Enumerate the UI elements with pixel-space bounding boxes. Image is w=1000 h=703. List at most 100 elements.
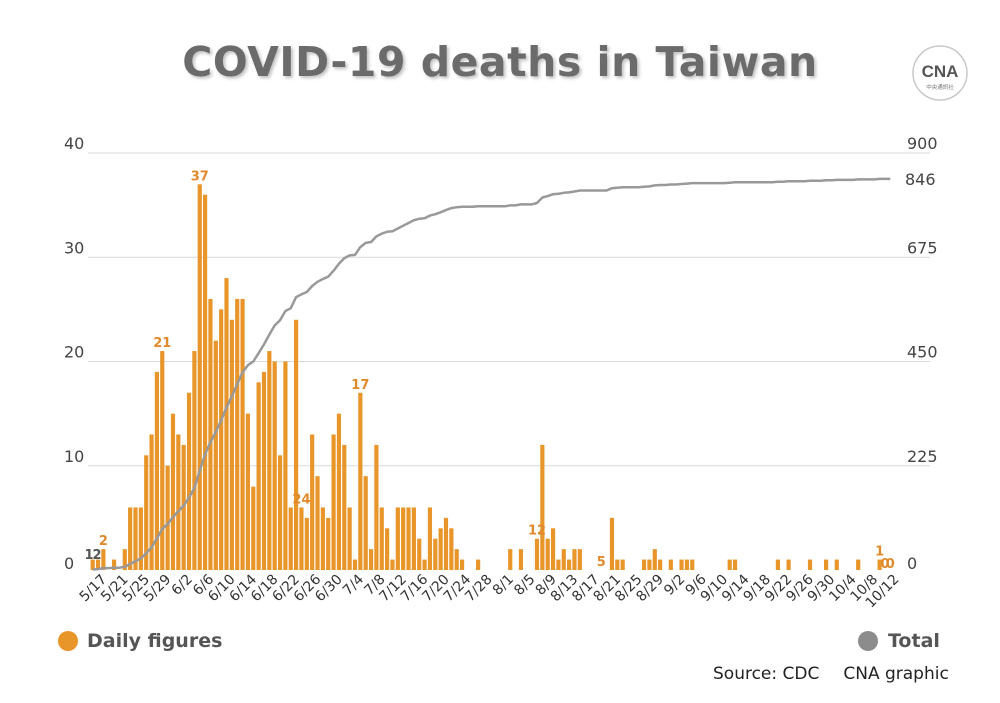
daily-bars	[90, 184, 882, 570]
x-axis: 5/175/215/255/296/26/66/106/146/186/226/…	[77, 571, 903, 611]
daily-bar	[358, 392, 363, 570]
daily-bar	[229, 319, 234, 570]
daily-bar	[347, 507, 352, 570]
left-tick-label: 40	[64, 134, 84, 153]
legend-daily-label: Daily figures	[87, 630, 223, 652]
daily-bar	[101, 549, 106, 570]
daily-bar	[240, 298, 245, 570]
cna-logo-icon: CNA 中央通訊社	[912, 45, 968, 101]
daily-bar	[342, 444, 347, 570]
daily-bar	[658, 559, 663, 570]
daily-bar	[561, 549, 566, 570]
daily-bar	[122, 549, 127, 570]
right-tick-label: 0	[907, 554, 917, 573]
daily-bar	[272, 361, 277, 570]
daily-bar	[336, 413, 342, 570]
cna-logo-subtext: 中央通訊社	[926, 83, 954, 91]
daily-bar	[652, 549, 657, 570]
daily-bar	[283, 361, 288, 570]
daily-bar	[192, 351, 197, 570]
daily-bar	[572, 549, 577, 570]
daily-bar	[208, 298, 213, 570]
source-line: Source: CDC CNA graphic	[713, 664, 949, 684]
daily-bar	[556, 559, 561, 570]
bar-value-label: 1	[875, 545, 884, 560]
daily-bar	[567, 559, 572, 570]
daily-bar	[834, 559, 839, 570]
legend-total: Total	[858, 628, 940, 654]
daily-bar	[144, 455, 149, 570]
right-tick-label: 450	[907, 343, 938, 362]
daily-bar	[732, 559, 738, 570]
right-tick-label: 225	[907, 447, 938, 466]
cna-logo-text: CNA	[922, 62, 959, 81]
daily-bar	[379, 507, 384, 570]
daily-bar	[786, 559, 791, 570]
daily-bar	[545, 538, 550, 570]
left-axis: 0 10 20 30 40	[64, 134, 84, 573]
daily-bar	[609, 517, 615, 570]
bar-value-label: 21	[153, 336, 171, 351]
daily-bar	[385, 528, 390, 570]
source-text: Source: CDC	[713, 664, 820, 684]
daily-bar	[267, 351, 272, 570]
left-tick-label: 30	[64, 238, 84, 257]
daily-bar	[368, 549, 374, 570]
daily-bar	[315, 476, 320, 570]
daily-bar	[508, 549, 513, 570]
cumulative-end-label: 846	[905, 170, 936, 189]
daily-bar	[245, 413, 251, 570]
daily-bar	[823, 559, 829, 570]
daily-bar	[256, 382, 261, 570]
daily-bar	[374, 444, 379, 570]
daily-bar	[856, 559, 861, 570]
right-axis: 0 225 450 675 900	[907, 134, 938, 573]
daily-bar	[277, 455, 283, 570]
daily-bar	[299, 507, 304, 570]
daily-bar	[165, 465, 170, 570]
daily-bar	[170, 413, 176, 570]
daily-bar	[395, 507, 400, 570]
legend-total-label: Total	[888, 630, 940, 652]
bar-value-label: 37	[191, 169, 209, 184]
daily-bar	[577, 549, 582, 570]
daily-bar	[443, 517, 449, 570]
legend-daily: Daily figures	[58, 628, 222, 654]
daily-bar	[112, 559, 117, 570]
bar-value-label: 1	[84, 548, 93, 563]
daily-bar	[160, 351, 165, 570]
daily-bar	[176, 434, 181, 570]
daily-bar	[219, 309, 224, 570]
legend-daily-swatch	[58, 631, 78, 651]
daily-bar	[363, 476, 368, 570]
cumulative-line-path	[92, 177, 891, 571]
daily-bar	[454, 549, 459, 570]
cumulative-line: 846	[92, 170, 936, 571]
daily-bar	[128, 507, 133, 570]
daily-bar	[668, 559, 673, 570]
daily-bar	[433, 538, 438, 570]
daily-bar	[181, 444, 186, 570]
daily-bar	[213, 340, 218, 570]
daily-bar	[90, 559, 95, 570]
daily-bar	[331, 434, 336, 570]
daily-bar	[149, 434, 154, 570]
daily-bar	[727, 559, 732, 570]
left-tick-label: 20	[64, 343, 84, 362]
daily-bar	[550, 528, 556, 570]
daily-bar	[427, 507, 433, 570]
daily-bar	[235, 298, 240, 570]
daily-bar	[422, 559, 427, 570]
bar-value-label: 17	[351, 378, 369, 393]
daily-bar	[775, 559, 780, 570]
daily-bar	[647, 559, 652, 570]
bar-value-label: 2	[99, 534, 108, 549]
bar-value-label: 2	[92, 548, 101, 563]
daily-bar	[224, 278, 229, 570]
bar-value-label: 0	[880, 557, 889, 572]
daily-bar	[459, 559, 465, 570]
daily-bar	[154, 371, 160, 570]
bar-value-label: 12	[528, 524, 546, 539]
